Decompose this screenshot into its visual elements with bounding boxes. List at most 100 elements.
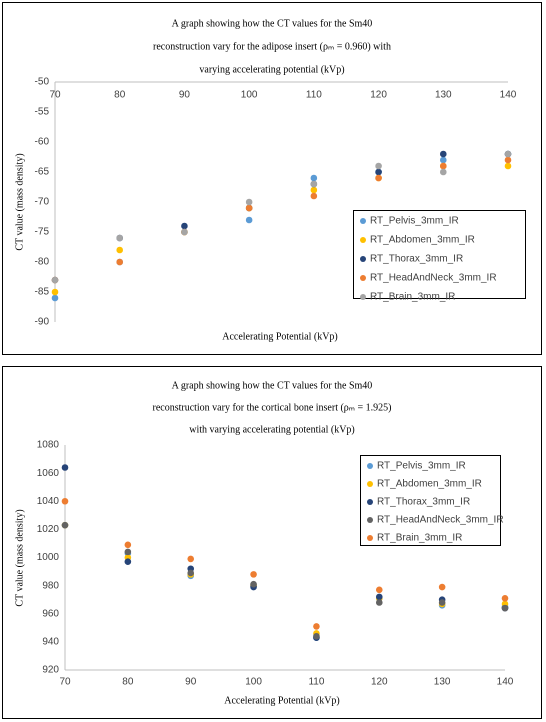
- data-point: [124, 558, 132, 566]
- data-point: [313, 623, 320, 630]
- legend-label: RT_Brain_3mm_IR: [377, 533, 462, 544]
- data-point: [438, 599, 446, 606]
- legend-label: RT_HeadAndNeck_3mm_IR: [377, 515, 504, 526]
- y-tick-label: 1000: [37, 552, 60, 563]
- x-axis-title: Accelerating Potential (kVp): [222, 331, 338, 342]
- data-point: [504, 156, 512, 164]
- y-axis-title: CT value (mass density): [14, 153, 25, 250]
- data-point: [375, 599, 383, 606]
- x-axis-title: Accelerating Potential (kVp): [224, 695, 340, 706]
- data-point: [245, 216, 253, 224]
- x-tick-label: 90: [179, 90, 191, 101]
- legend-marker: [367, 481, 373, 487]
- legend-marker: [360, 256, 366, 262]
- chart-title: varying accelerating potential (kVp): [199, 64, 344, 75]
- data-point: [375, 586, 383, 594]
- legend-label: RT_Brain_3mm_IR: [370, 292, 455, 303]
- data-point: [439, 150, 447, 158]
- y-tick-label: -60: [35, 137, 50, 148]
- data-point: [310, 192, 318, 200]
- data-point: [124, 548, 132, 556]
- data-point: [61, 464, 69, 471]
- legend-marker: [360, 218, 366, 224]
- data-point: [375, 168, 382, 176]
- y-axis-title: CT value (mass density): [14, 509, 25, 606]
- data-point: [438, 583, 446, 591]
- legend-marker: [360, 237, 366, 243]
- legend-marker: [367, 535, 373, 541]
- x-tick-label: 100: [241, 90, 258, 101]
- x-tick-label: 80: [122, 677, 134, 688]
- data-point: [501, 594, 509, 602]
- data-point: [375, 174, 382, 182]
- chart-title: with varying accelerating potential (kVp…: [189, 424, 355, 435]
- y-tick-label: -65: [35, 167, 50, 178]
- data-point: [313, 632, 320, 640]
- data-point: [51, 294, 59, 302]
- panel-border: [2, 2, 542, 355]
- legend-label: RT_Pelvis_3mm_IR: [377, 461, 466, 472]
- data-point: [124, 541, 132, 549]
- chart-title: reconstruction vary for the cortical bon…: [152, 402, 391, 413]
- data-point: [310, 180, 318, 188]
- x-tick-label: 70: [59, 677, 71, 688]
- x-tick-label: 120: [370, 90, 387, 101]
- legend-box: [360, 455, 501, 546]
- data-point: [504, 150, 512, 158]
- y-tick-label: -55: [35, 107, 50, 118]
- x-tick-label: 110: [308, 677, 324, 688]
- data-point: [187, 569, 195, 577]
- data-point: [310, 174, 318, 182]
- data-point: [310, 186, 318, 194]
- data-point: [245, 198, 253, 206]
- x-tick-label: 80: [114, 90, 126, 101]
- y-tick-label: 920: [42, 665, 59, 676]
- legend-marker: [360, 294, 366, 300]
- legend-label: RT_HeadAndNeck_3mm_IR: [370, 273, 497, 284]
- data-point: [501, 604, 509, 612]
- x-tick-label: 70: [49, 90, 61, 101]
- legend-marker: [360, 275, 366, 281]
- data-point: [181, 222, 188, 230]
- x-tick-label: 130: [434, 677, 451, 688]
- data-point: [250, 580, 257, 588]
- y-tick-label: 980: [42, 580, 59, 591]
- data-point: [375, 162, 382, 170]
- data-point: [375, 593, 383, 601]
- x-tick-label: 100: [245, 677, 262, 688]
- data-point: [116, 234, 124, 242]
- y-tick-label: -75: [35, 227, 50, 238]
- y-tick-label: 1040: [37, 496, 60, 507]
- x-tick-label: 120: [371, 677, 388, 688]
- x-tick-label: 130: [435, 90, 452, 101]
- data-point: [439, 156, 447, 164]
- y-tick-label: 1080: [37, 440, 60, 451]
- data-point: [61, 497, 69, 505]
- y-tick-label: -85: [35, 287, 50, 298]
- data-point: [250, 571, 257, 578]
- data-point: [181, 228, 188, 236]
- data-point: [61, 521, 69, 529]
- legend-marker: [367, 499, 373, 505]
- data-point: [439, 162, 447, 170]
- y-tick-label: -70: [35, 197, 50, 208]
- data-point: [439, 168, 447, 176]
- data-point: [187, 555, 195, 563]
- data-point: [504, 162, 512, 170]
- data-point: [51, 276, 59, 284]
- data-point: [116, 258, 124, 266]
- data-point: [51, 288, 59, 296]
- legend-label: RT_Abdomen_3mm_IR: [370, 235, 475, 246]
- data-point: [116, 246, 124, 254]
- x-tick-label: 140: [500, 90, 517, 101]
- y-tick-label: 940: [42, 637, 59, 648]
- y-tick-label: -90: [35, 317, 50, 328]
- chart-title: A graph showing how the CT values for th…: [172, 380, 373, 391]
- legend-label: RT_Abdomen_3mm_IR: [377, 479, 482, 490]
- legend-marker: [367, 517, 373, 523]
- legend-label: RT_Pelvis_3mm_IR: [370, 216, 459, 227]
- x-tick-label: 90: [185, 677, 197, 688]
- legend-label: RT_Thorax_3mm_IR: [377, 497, 470, 508]
- data-point: [245, 204, 253, 212]
